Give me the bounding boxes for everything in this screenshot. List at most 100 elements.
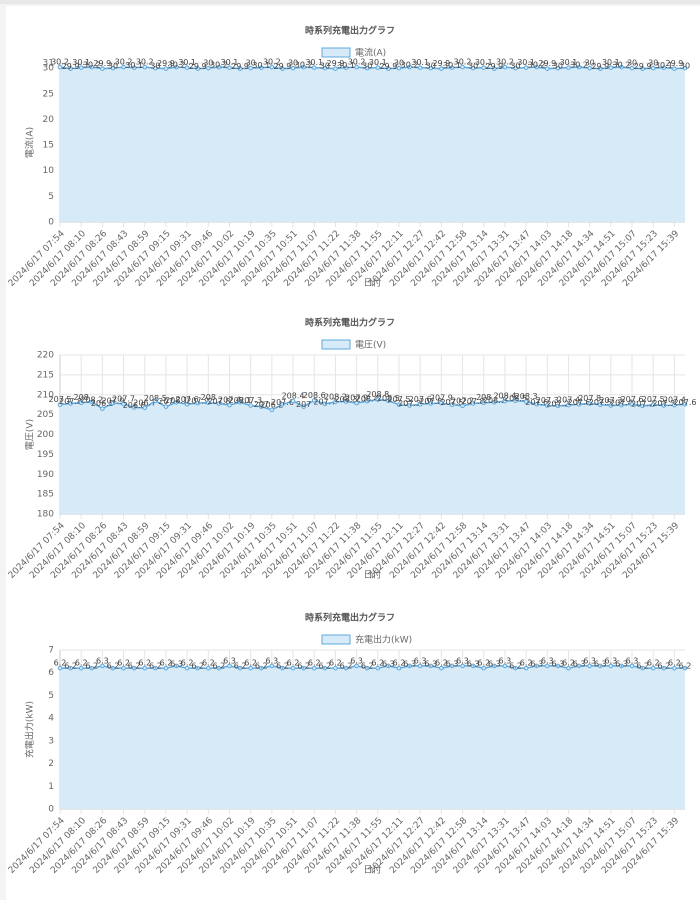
- data-label: 30.1: [655, 61, 673, 70]
- data-label: 6.3: [530, 659, 543, 668]
- data-label: 207.4: [663, 396, 686, 405]
- data-label: 208.4: [493, 392, 516, 401]
- point: [333, 665, 338, 671]
- point: [460, 663, 465, 669]
- point: [131, 405, 137, 410]
- data-label: 30: [394, 59, 404, 68]
- y-tick-label: 30: [43, 64, 55, 74]
- data-label: 207.6: [271, 398, 294, 407]
- data-label: 30.2: [168, 61, 186, 70]
- data-label: 30: [150, 62, 160, 71]
- point: [597, 663, 603, 669]
- data-label: 6.2: [647, 659, 660, 668]
- point: [587, 65, 592, 71]
- point: [672, 66, 677, 71]
- point: [280, 401, 285, 407]
- data-label: 207.8: [59, 397, 82, 406]
- data-label: 29.9: [274, 62, 292, 71]
- y-tick-label: 5: [48, 192, 54, 202]
- y-tick-label: 195: [37, 450, 54, 460]
- data-label: 207.2: [451, 396, 474, 405]
- y-tick-label: 210: [37, 390, 54, 400]
- point: [629, 65, 635, 71]
- point: [534, 64, 539, 70]
- point: [248, 65, 253, 71]
- point: [206, 400, 211, 406]
- x-axis-title: 日付: [363, 570, 381, 581]
- point: [57, 64, 63, 70]
- chart-title: 時系列充電出力グラフ: [305, 612, 395, 624]
- data-label: 30: [426, 62, 436, 71]
- data-label: 207.7: [313, 397, 336, 406]
- data-label: 207: [254, 400, 269, 409]
- point: [163, 665, 169, 671]
- y-tick-label: 180: [37, 510, 54, 520]
- point: [354, 400, 359, 406]
- data-label: 30.2: [570, 61, 588, 70]
- y-tick-label: 205: [37, 410, 54, 420]
- point: [439, 665, 444, 671]
- point: [163, 66, 169, 71]
- data-label: 208.2: [80, 395, 103, 404]
- point: [322, 665, 328, 671]
- data-label: 30.1: [443, 61, 461, 70]
- data-label: 30: [680, 62, 690, 71]
- point: [682, 401, 688, 407]
- data-label: 30: [246, 59, 256, 68]
- point: [555, 65, 561, 71]
- point: [216, 665, 222, 671]
- data-label: 30.2: [613, 61, 631, 70]
- data-label: 6.2: [191, 662, 204, 671]
- data-label: 30.1: [411, 58, 429, 67]
- y-tick-label: 220: [37, 351, 54, 361]
- data-label: 30.1: [337, 61, 355, 70]
- legend-swatch: [321, 339, 351, 350]
- point: [396, 665, 402, 671]
- data-label: 207.2: [546, 399, 569, 408]
- point: [513, 398, 518, 404]
- point: [650, 665, 656, 671]
- data-label: 29.9: [538, 59, 556, 68]
- point: [78, 65, 84, 70]
- point: [184, 65, 190, 70]
- data-label: 207.6: [621, 395, 644, 404]
- data-label: 29.9: [634, 62, 652, 71]
- data-label: 30.1: [560, 58, 578, 67]
- point: [89, 665, 95, 671]
- point: [153, 665, 158, 671]
- point: [417, 65, 423, 70]
- data-label: 6.3: [382, 659, 395, 668]
- point: [650, 65, 656, 71]
- point: [195, 66, 201, 71]
- data-label: 6.3: [424, 659, 437, 668]
- data-label: 207.8: [207, 397, 230, 406]
- point: [248, 665, 253, 671]
- point: [142, 405, 148, 411]
- data-label: 6.2: [75, 659, 88, 668]
- data-label: 30.1: [221, 58, 239, 67]
- point: [629, 401, 635, 407]
- data-label: 6.3: [446, 659, 459, 668]
- data-label: 30.2: [496, 58, 514, 67]
- point: [449, 663, 455, 669]
- area: [60, 399, 685, 514]
- data-label: 6.2: [287, 659, 300, 668]
- chart-title: 時系列充電出力グラフ: [305, 317, 395, 329]
- data-label: 207.5: [49, 395, 72, 404]
- y-tick-label: 1: [48, 782, 54, 792]
- point: [121, 401, 126, 407]
- point: [502, 64, 508, 70]
- point: [619, 663, 624, 669]
- point: [555, 663, 561, 669]
- point: [121, 64, 126, 70]
- point: [417, 401, 423, 407]
- data-label: 208.6: [303, 391, 326, 400]
- top-bar: [0, 0, 700, 4]
- data-label: 6.3: [456, 656, 469, 665]
- point: [227, 65, 232, 70]
- data-label: 6.3: [170, 659, 183, 668]
- data-label: 207.6: [525, 398, 548, 407]
- data-label: 6.3: [414, 656, 427, 665]
- point: [184, 665, 190, 671]
- point: [258, 665, 264, 671]
